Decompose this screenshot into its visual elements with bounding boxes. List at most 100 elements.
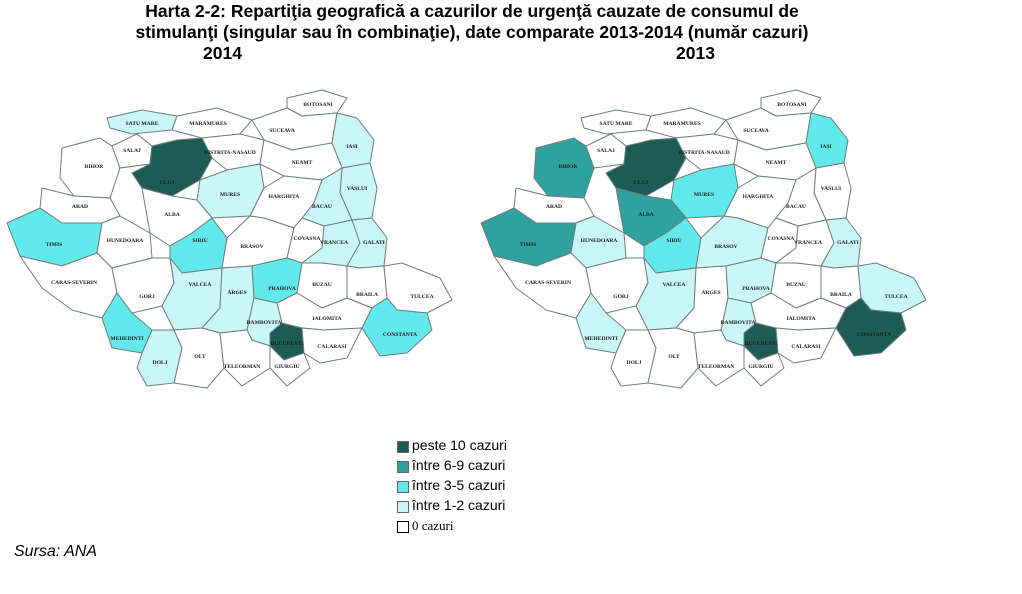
county-label-sibiu: SIBIU: [192, 238, 207, 244]
county-label-arges: ARGES: [227, 290, 246, 296]
county-label-botosani: BOTOSANI: [777, 102, 806, 108]
county-label-bistrita-nasaud: BISTRITA-NASAUD: [204, 150, 256, 156]
county-label-neamt: NEAMT: [292, 160, 313, 166]
legend-label: între 1-2 cazuri: [412, 497, 506, 513]
county-olt: [647, 327, 699, 389]
romania-county-map: BOTOSANI SATU MARE MARAMURES SUCEAVA BIHOR SA…: [6, 89, 453, 389]
legend-swatch: [397, 521, 409, 533]
county-label-braila: BRAILA: [830, 292, 852, 298]
county-label-salaj: SALAJ: [123, 148, 141, 154]
map-2014: BOTOSANI SATU MARE MARAMURES SUCEAVA BIHOR SA…: [2, 68, 472, 408]
county-label-maramures: MARAMURES: [189, 121, 227, 127]
county-label-bihor: BIHOR: [559, 164, 579, 170]
county-label-bucuresti: BUCURESTI: [745, 341, 778, 347]
county-label-hunedoara: HUNEDOARA: [107, 238, 144, 244]
county-label-dambovita: DAMBOVITA: [720, 320, 755, 326]
county-label-botosani: BOTOSANI: [303, 102, 332, 108]
county-label-harghita: HARGHITA: [743, 194, 774, 200]
county-bihor: [533, 137, 595, 199]
county-label-dolj: DOLJ: [627, 360, 642, 366]
county-label-cluj: CLUJ: [160, 180, 175, 186]
county-tulcea: [383, 262, 453, 314]
county-label-buzau: BUZAU: [786, 282, 806, 288]
legend-swatch: [397, 461, 409, 473]
county-label-vrancea: VRANCEA: [320, 240, 348, 246]
county-label-mures: MURES: [220, 192, 240, 198]
county-label-suceava: SUCEAVA: [269, 128, 295, 134]
county-label-dolj: DOLJ: [153, 360, 168, 366]
county-label-timis: TIMIS: [46, 242, 62, 248]
county-label-caras-severin: CARAS-SEVERIN: [51, 280, 97, 286]
legend-label: între 3-5 cazuri: [412, 477, 506, 493]
county-label-alba: ALBA: [164, 212, 180, 218]
county-constanta: [835, 297, 907, 357]
legend-label: între 6-9 cazuri: [412, 457, 506, 473]
county-label-calarasi: CALARASI: [317, 344, 346, 350]
county-label-iasi: IASI: [820, 144, 832, 150]
county-label-bucuresti: BUCURESTI: [271, 341, 304, 347]
county-label-gorj: GORJ: [139, 294, 155, 300]
county-label-alba: ALBA: [638, 212, 654, 218]
county-label-dambovita: DAMBOVITA: [246, 320, 281, 326]
county-label-salaj: SALAJ: [597, 148, 615, 154]
county-label-neamt: NEAMT: [766, 160, 787, 166]
county-constanta: [361, 297, 433, 357]
county-calarasi: [301, 327, 363, 364]
county-label-arad: ARAD: [546, 204, 562, 210]
county-label-mehedinti: MEHEDINTI: [584, 336, 617, 342]
county-cluj: [131, 137, 213, 197]
county-label-brasov: BRASOV: [240, 244, 263, 250]
county-label-vaslui: VASLUI: [347, 186, 367, 192]
county-label-bacau: BACAU: [312, 204, 332, 210]
county-bihor: [59, 137, 121, 199]
county-label-prahova: PRAHOVA: [268, 286, 296, 292]
county-label-sibiu: SIBIU: [666, 238, 681, 244]
county-label-valcea: VALCEA: [189, 282, 212, 288]
county-label-iasi: IASI: [346, 144, 358, 150]
legend-swatch: [397, 481, 409, 493]
legend-label: 0 cazuri: [412, 518, 454, 533]
county-label-caras-severin: CARAS-SEVERIN: [525, 280, 571, 286]
county-label-valcea: VALCEA: [663, 282, 686, 288]
county-label-olt: OLT: [194, 354, 206, 360]
county-label-hunedoara: HUNEDOARA: [581, 238, 618, 244]
county-label-galati: GALATI: [363, 240, 385, 246]
county-label-covasna: COVASNA: [768, 236, 795, 242]
county-label-bihor: BIHOR: [85, 164, 105, 170]
county-label-bacau: BACAU: [786, 204, 806, 210]
county-label-satu-mare: SATU MARE: [126, 121, 159, 127]
county-label-arges: ARGES: [701, 290, 720, 296]
county-label-timis: TIMIS: [520, 242, 536, 248]
county-giurgiu: [269, 345, 311, 387]
county-label-galati: GALATI: [837, 240, 859, 246]
county-label-covasna: COVASNA: [294, 236, 321, 242]
county-label-gorj: GORJ: [613, 294, 629, 300]
county-tulcea: [857, 262, 927, 314]
county-label-ialomita: IALOMITA: [786, 316, 815, 322]
legend-swatch: [397, 441, 409, 453]
county-label-cluj: CLUJ: [634, 180, 649, 186]
county-label-harghita: HARGHITA: [269, 194, 300, 200]
legend-label: peste 10 cazuri: [412, 437, 507, 453]
county-label-maramures: MARAMURES: [663, 121, 701, 127]
county-label-tulcea: TULCEA: [410, 294, 433, 300]
county-label-teleorman: TELEORMAN: [224, 364, 261, 370]
county-label-olt: OLT: [668, 354, 680, 360]
county-label-tulcea: TULCEA: [884, 294, 907, 300]
county-label-bistrita-nasaud: BISTRITA-NASAUD: [678, 150, 730, 156]
county-label-calarasi: CALARASI: [791, 344, 820, 350]
county-giurgiu: [743, 345, 785, 387]
map-title-line-1: Harta 2-2: Repartiţia geografică a cazur…: [145, 1, 799, 21]
map-title-line-2: stimulanţi (singular sau în combinaţie),…: [135, 22, 809, 42]
county-label-buzau: BUZAU: [312, 282, 332, 288]
county-label-braila: BRAILA: [356, 292, 378, 298]
county-label-brasov: BRASOV: [714, 244, 737, 250]
county-cluj: [605, 137, 687, 197]
county-calarasi: [775, 327, 837, 364]
year-label-2013: 2013: [676, 43, 715, 63]
county-label-vaslui: VASLUI: [821, 186, 841, 192]
county-label-teleorman: TELEORMAN: [698, 364, 735, 370]
county-olt: [173, 327, 225, 389]
county-label-prahova: PRAHOVA: [742, 286, 770, 292]
county-label-vrancea: VRANCEA: [794, 240, 822, 246]
